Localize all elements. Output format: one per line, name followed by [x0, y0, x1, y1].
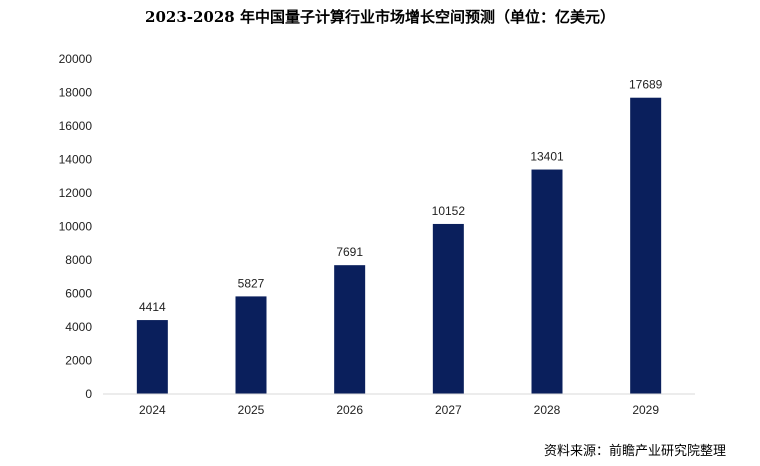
- y-tick-label: 2000: [65, 354, 92, 368]
- y-tick-label: 8000: [65, 253, 92, 267]
- y-tick-label: 10000: [59, 220, 93, 234]
- chart-title: 2023-2028 年中国量子计算行业市场增长空间预测（单位：亿美元）: [145, 8, 615, 26]
- x-tick-label-2029: 2029: [632, 403, 659, 417]
- bars: 4414 5827 7691 10152 13401 17689: [136, 78, 663, 394]
- y-tick-label: 18000: [59, 86, 93, 100]
- bar-2024: [136, 320, 168, 394]
- x-tick-label-2027: 2027: [435, 403, 462, 417]
- x-axis-ticks: 2024 2025 2026 2027 2028 2029: [139, 403, 659, 417]
- source-note: 资料来源：前瞻产业研究院整理: [543, 444, 726, 459]
- y-tick-label: 6000: [65, 287, 92, 301]
- data-label-2024: 4414: [139, 300, 166, 314]
- y-tick-label: 14000: [59, 153, 93, 167]
- x-tick-label-2028: 2028: [534, 403, 561, 417]
- y-axis-ticks: 0 2000 4000 6000 8000 10000 12000 14000 16000 180…: [59, 52, 93, 401]
- y-tick-label: 12000: [59, 186, 93, 200]
- data-label-2025: 5827: [238, 276, 265, 290]
- bar-2026: [334, 265, 366, 394]
- x-tick-label-2026: 2026: [336, 403, 363, 417]
- y-tick-label: 20000: [59, 52, 93, 66]
- data-label-2026: 7691: [336, 245, 363, 259]
- y-tick-label: 16000: [59, 119, 93, 133]
- bar-2029: [630, 97, 662, 394]
- data-label-2028: 13401: [530, 150, 564, 164]
- bar-2027: [432, 223, 464, 394]
- y-tick-label: 4000: [65, 320, 92, 334]
- data-label-2027: 10152: [432, 204, 466, 218]
- y-tick-label: 0: [85, 387, 92, 401]
- bar-2025: [235, 296, 267, 394]
- bar-2028: [531, 169, 563, 394]
- x-tick-label-2025: 2025: [238, 403, 265, 417]
- data-label-2029: 17689: [629, 78, 663, 92]
- x-tick-label-2024: 2024: [139, 403, 166, 417]
